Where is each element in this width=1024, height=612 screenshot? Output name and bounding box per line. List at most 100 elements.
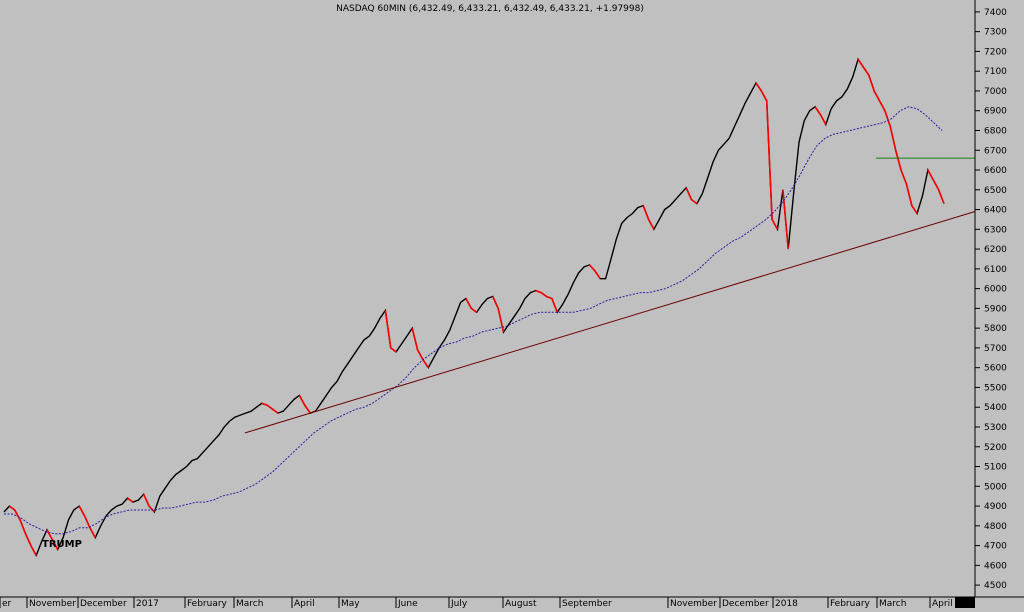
price-down-segment <box>937 189 945 204</box>
price-down-segment <box>142 493 150 507</box>
price-down-segment <box>14 509 21 521</box>
price-down-segment <box>889 126 897 151</box>
y-tick-label: 5600 <box>984 364 1007 374</box>
price-down-segment <box>900 169 908 185</box>
price-down-segment <box>46 529 54 541</box>
price-down-segment <box>551 298 559 313</box>
y-tick-label: 6500 <box>984 186 1007 196</box>
scroll-marker <box>955 597 975 608</box>
price-down-segment <box>594 270 601 280</box>
price-down-segment <box>685 187 693 200</box>
y-tick-label: 4500 <box>984 581 1007 591</box>
price-down-segment <box>540 291 547 298</box>
price-down-segment <box>546 295 553 300</box>
y-tick-label: 7100 <box>984 67 1007 77</box>
price-down-segment <box>857 58 865 68</box>
y-tick-label: 6100 <box>984 265 1007 275</box>
y-tick-label: 5900 <box>984 304 1007 314</box>
price-down-segment <box>83 515 91 529</box>
price-down-segment <box>771 219 779 230</box>
price-down-segment <box>691 199 698 205</box>
price-down-segment <box>298 394 306 406</box>
y-tick-label: 4900 <box>984 502 1007 512</box>
price-down-segment <box>272 408 279 414</box>
y-tick-label: 6800 <box>984 126 1007 136</box>
price-down-segment <box>760 90 768 102</box>
price-down-segment <box>884 110 892 127</box>
moving-average-line <box>4 106 943 535</box>
price-down-segment <box>78 505 86 517</box>
plot-area: TRUMP <box>3 57 976 558</box>
price-down-segment <box>89 527 97 539</box>
price-down-segment <box>416 349 424 361</box>
price-down-segment <box>470 307 478 313</box>
y-tick-label: 5500 <box>984 383 1007 393</box>
y-tick-label: 5800 <box>984 324 1007 334</box>
x-tick-label: August <box>505 599 537 608</box>
x-tick-label: February <box>187 599 228 608</box>
price-down-segment <box>927 169 934 181</box>
price-down-segment <box>465 298 473 309</box>
price-down-segment <box>30 545 37 556</box>
y-tick-label: 5700 <box>984 344 1007 354</box>
price-down-segment <box>492 296 499 309</box>
price-down-segment <box>765 100 773 220</box>
price-down-segment <box>905 183 913 206</box>
y-tick-label: 6900 <box>984 107 1007 117</box>
price-down-segment <box>384 310 392 349</box>
y-tick-label: 6000 <box>984 285 1007 295</box>
price-down-segment <box>497 308 505 333</box>
price-down-segment <box>51 539 59 550</box>
price-down-segment <box>261 402 268 406</box>
chart-title: NASDAQ 60MIN (6,432.49, 6,433.21, 6,432.… <box>336 4 644 14</box>
price-down-segment <box>878 100 886 112</box>
y-tick-label: 4800 <box>984 522 1007 532</box>
y-tick-label: 5000 <box>984 482 1007 492</box>
x-tick-label: November <box>29 599 76 608</box>
price-down-segment <box>819 114 827 125</box>
price-down-segment <box>411 327 419 351</box>
price-down-segment <box>814 106 822 116</box>
x-tick-label: July <box>450 599 468 608</box>
x-tick-label: December <box>80 599 127 608</box>
y-axis: 4500 4600 4700 4800 4900 5000 5100 5200 5300 5400… <box>974 0 1007 597</box>
price-down-segment <box>894 150 902 171</box>
price-down-segment <box>535 289 542 294</box>
price-down-segment <box>24 533 32 546</box>
price-down-segment <box>642 205 650 220</box>
price-down-segment <box>862 66 870 76</box>
x-tick-label: 2017 <box>136 599 159 608</box>
price-down-segment <box>148 505 155 513</box>
y-tick-label: 5100 <box>984 463 1007 473</box>
x-tick-label: November <box>670 599 717 608</box>
x-tick-label: December <box>722 599 769 608</box>
x-tick-label: April <box>932 599 953 608</box>
x-tick-label: February <box>830 599 871 608</box>
price-down-segment <box>304 404 311 414</box>
price-down-segment <box>782 189 790 250</box>
y-tick-label: 4700 <box>984 542 1007 552</box>
x-tick-label: May <box>341 599 360 608</box>
y-tick-label: 7300 <box>984 28 1007 38</box>
price-down-segment <box>932 179 940 191</box>
price-down-segment <box>266 404 274 410</box>
y-tick-label: 6400 <box>984 206 1007 216</box>
x-tick-label: March <box>879 599 906 608</box>
y-tick-label: 6600 <box>984 166 1007 176</box>
x-axis: er November December 2017 February March April… <box>0 596 1024 609</box>
price-down-segment <box>868 74 875 92</box>
price-down-segment <box>19 519 27 535</box>
price-down-segment <box>390 347 397 353</box>
price-down-segment <box>422 359 430 369</box>
y-tick-label: 5300 <box>984 423 1007 433</box>
y-tick-label: 6300 <box>984 225 1007 235</box>
x-tick-label: September <box>562 599 612 608</box>
price-down-segment <box>755 82 763 92</box>
y-tick-label: 7000 <box>984 87 1007 97</box>
y-tick-label: 5200 <box>984 443 1007 453</box>
support-trendline <box>244 211 976 434</box>
price-down-segment <box>127 497 134 503</box>
price-down-segment <box>588 264 596 272</box>
